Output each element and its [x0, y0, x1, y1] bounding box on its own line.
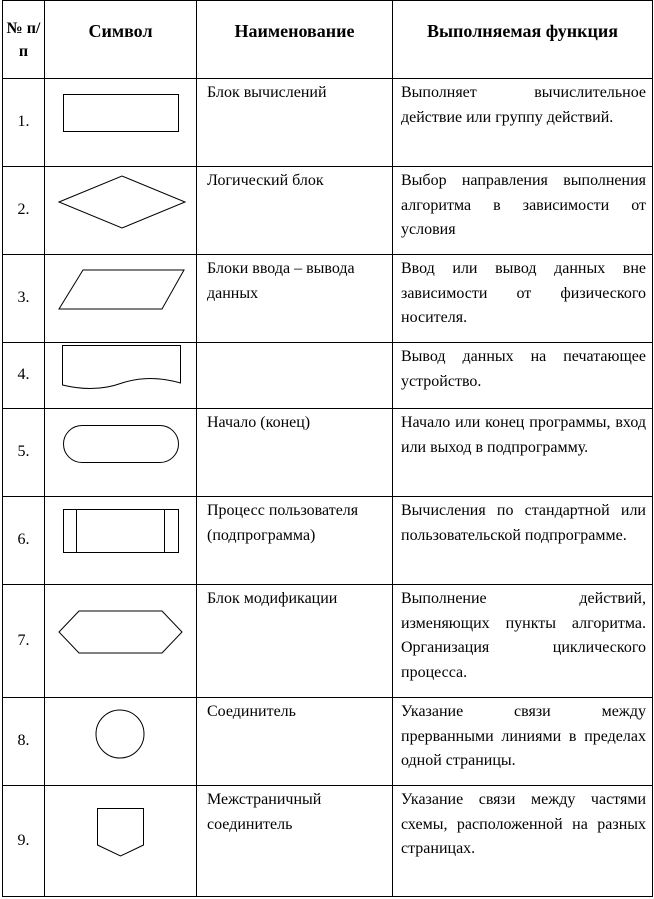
table-row: 9. Межстраничный соединитель Указание св… — [2, 785, 653, 897]
symbol-name: Начало (конец) — [196, 408, 393, 497]
symbol-name: Соединитель — [196, 697, 393, 786]
row-number: 1. — [2, 78, 45, 167]
header-number: № п/п — [2, 0, 45, 79]
row-number: 7. — [2, 584, 45, 698]
process-rectangle-icon — [63, 94, 179, 132]
header-name-label: Наименование — [234, 21, 355, 42]
symbol-cell — [44, 785, 197, 897]
table-row: 7. Блок модификации Выполнение действий,… — [2, 584, 653, 698]
symbol-function: Начало или конец программы, вход или вых… — [392, 408, 653, 497]
row-number: 5. — [2, 408, 45, 497]
row-number: 3. — [2, 254, 45, 343]
symbol-function: Ввод или вывод данных вне зависимости от… — [392, 254, 653, 343]
table-row: 8. Соединитель Указание связи между прер… — [2, 697, 653, 786]
offpage-connector-icon — [97, 808, 144, 857]
symbol-cell — [44, 408, 197, 497]
table-row: 6. Процесс пользователя (подпрограмма) В… — [2, 496, 653, 585]
symbol-cell — [44, 697, 197, 786]
decision-diamond-icon — [57, 175, 187, 229]
header-function: Выполняемая функция — [392, 0, 653, 79]
row-number: 8. — [2, 697, 45, 786]
row-number: 6. — [2, 496, 45, 585]
document-icon — [62, 345, 181, 389]
header-symbol-label: Символ — [88, 21, 153, 42]
symbol-cell — [44, 78, 197, 167]
header-row: № п/п Символ Наименование Выполняемая фу… — [2, 0, 653, 79]
symbol-function: Выбор направления выполнения алгоритма в… — [392, 166, 653, 255]
row-number: 9. — [2, 785, 45, 897]
row-number: 2. — [2, 166, 45, 255]
terminator-icon — [63, 425, 179, 463]
symbol-cell — [44, 254, 197, 343]
connector-circle-icon — [95, 709, 145, 759]
symbol-name: Межстраничный соединитель — [196, 785, 393, 897]
symbol-function: Указание связи между прерванными линиями… — [392, 697, 653, 786]
symbol-function: Выполняет вычислительное действие или гр… — [392, 78, 653, 167]
symbol-cell — [44, 166, 197, 255]
symbol-function: Выполнение действий, изменяющих пункты а… — [392, 584, 653, 698]
symbol-function: Вычисления по стандартной или пользовате… — [392, 496, 653, 585]
table-row: 4. Вывод данных на печатающее устройство… — [2, 342, 653, 409]
symbol-cell — [44, 496, 197, 585]
table-row: 2. Логический блок Выбор направления вып… — [2, 166, 653, 255]
table-row: 1. Блок вычислений Выполняет вычислитель… — [2, 78, 653, 167]
symbol-function: Указание связи между частями схемы, расп… — [392, 785, 653, 897]
symbol-name: Логический блок — [196, 166, 393, 255]
header-name: Наименование — [196, 0, 393, 79]
row-number: 4. — [2, 342, 45, 409]
symbol-name: Блоки ввода – вывода данных — [196, 254, 393, 343]
symbol-name: Процесс пользователя (подпрограмма) — [196, 496, 393, 585]
predefined-process-icon — [63, 509, 179, 553]
table-row: 5. Начало (конец) Начало или конец прогр… — [2, 408, 653, 497]
symbol-name: Блок модификации — [196, 584, 393, 698]
preparation-hexagon-icon — [58, 610, 183, 654]
io-parallelogram-icon — [58, 269, 185, 310]
symbol-name — [196, 342, 393, 409]
table-row: 3. Блоки ввода – вывода данных Ввод или … — [2, 254, 653, 343]
symbol-function: Вывод данных на печатающее устройство. — [392, 342, 653, 409]
symbol-name: Блок вычислений — [196, 78, 393, 167]
header-function-label: Выполняемая функция — [427, 21, 618, 42]
header-symbol: Символ — [44, 0, 197, 79]
symbol-cell — [44, 342, 197, 409]
symbol-cell — [44, 584, 197, 698]
